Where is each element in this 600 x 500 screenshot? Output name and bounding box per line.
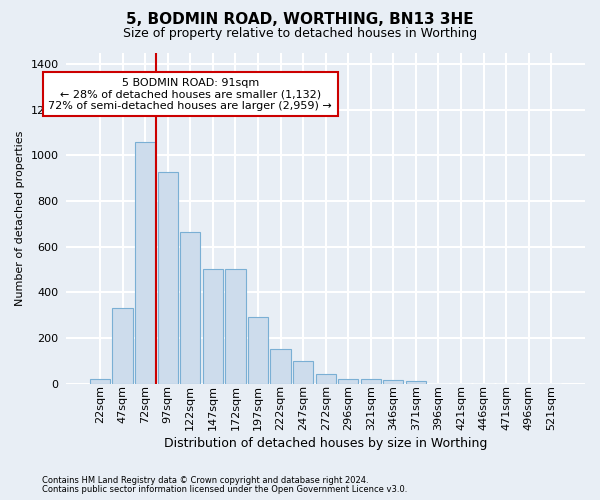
Bar [90,379,110,384]
Text: 5 BODMIN ROAD: 91sqm
← 28% of detached houses are smaller (1,132)
72% of semi-de: 5 BODMIN ROAD: 91sqm ← 28% of detached h… [49,78,332,111]
Bar [225,270,245,384]
Text: Contains HM Land Registry data © Crown copyright and database right 2024.: Contains HM Land Registry data © Crown c… [42,476,368,485]
Bar [293,360,313,384]
Text: Contains public sector information licensed under the Open Government Licence v3: Contains public sector information licen… [42,485,407,494]
Bar [112,308,133,384]
Bar [135,142,155,384]
Bar [180,232,200,384]
Bar [203,270,223,384]
Text: 5, BODMIN ROAD, WORTHING, BN13 3HE: 5, BODMIN ROAD, WORTHING, BN13 3HE [126,12,474,26]
Bar [248,318,268,384]
Bar [316,374,336,384]
Bar [338,379,358,384]
Bar [406,382,426,384]
Bar [383,380,403,384]
Bar [271,350,290,384]
Bar [361,379,381,384]
Y-axis label: Number of detached properties: Number of detached properties [15,130,25,306]
X-axis label: Distribution of detached houses by size in Worthing: Distribution of detached houses by size … [164,437,487,450]
Text: Size of property relative to detached houses in Worthing: Size of property relative to detached ho… [123,28,477,40]
Bar [158,172,178,384]
